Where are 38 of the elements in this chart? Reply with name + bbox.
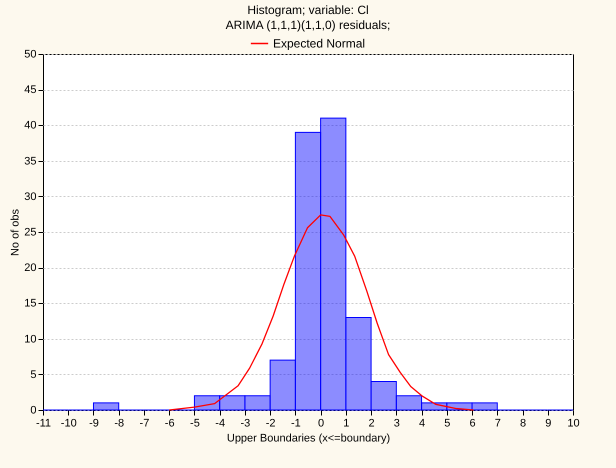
y-tick-label: 50 xyxy=(24,48,36,60)
y-axis-title: No of obs xyxy=(9,208,22,256)
x-tick-label: -9 xyxy=(89,418,99,430)
x-tick-label: -3 xyxy=(240,418,250,430)
x-tick-label: -7 xyxy=(140,418,150,430)
chart-title: Histogram; variable: Cl xyxy=(247,3,369,17)
x-tick-label: 6 xyxy=(469,418,476,430)
x-tick-label: 1 xyxy=(343,418,350,430)
x-tick-label: 5 xyxy=(444,418,450,430)
x-tick-label: 10 xyxy=(567,418,580,430)
x-tick-label: 9 xyxy=(545,418,552,430)
y-tick-label: 25 xyxy=(24,226,36,238)
y-tick-label: 40 xyxy=(24,120,36,132)
x-tick-label: -11 xyxy=(36,418,52,430)
legend-label: Expected Normal xyxy=(273,36,366,50)
y-tick-label: 30 xyxy=(24,190,36,203)
y-tick-label: 20 xyxy=(24,262,36,274)
x-tick-label: -4 xyxy=(215,418,226,430)
x-axis-title: Upper Boundaries (x<=boundary) xyxy=(226,432,390,444)
x-tick-label: 4 xyxy=(419,418,426,430)
x-tick-label: -5 xyxy=(190,418,200,430)
y-tick-label: 0 xyxy=(30,404,36,416)
x-tick-label: -8 xyxy=(114,418,124,430)
x-tick-label: 2 xyxy=(368,418,375,430)
y-tick-label: 5 xyxy=(30,368,36,381)
y-tick-label: 45 xyxy=(24,84,36,96)
x-tick-label: 3 xyxy=(394,418,400,430)
x-tick-label: 8 xyxy=(520,418,526,430)
x-tick-label: -2 xyxy=(266,418,276,430)
x-tick-label: 0 xyxy=(318,418,324,430)
y-tick-label: 35 xyxy=(24,155,36,168)
y-tick-label: 10 xyxy=(24,333,36,346)
x-tick-label: -1 xyxy=(290,418,301,430)
x-tick-label: 7 xyxy=(494,418,501,430)
x-tick-label: -6 xyxy=(164,418,175,430)
x-tick-label: -10 xyxy=(60,418,77,430)
chart-subtitle: ARIMA (1,1,1)(1,1,0) residuals; xyxy=(226,18,390,32)
y-tick-label: 15 xyxy=(24,298,36,310)
